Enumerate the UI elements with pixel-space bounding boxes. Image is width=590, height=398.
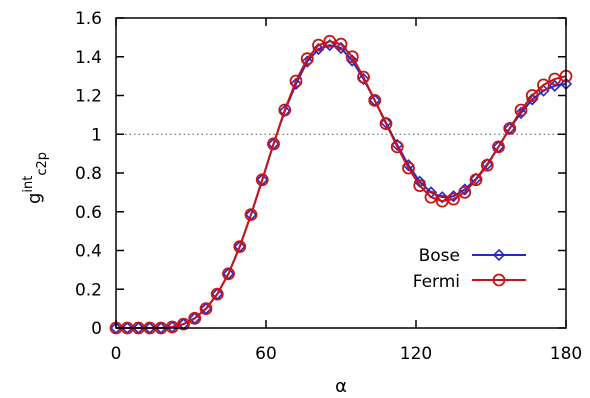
point-fermi (469, 173, 483, 187)
x-tick-label: 180 (550, 344, 582, 364)
point-fermi (233, 240, 247, 254)
y-axis-label: gintc2p (21, 152, 50, 204)
y-tick-label: 1.4 (75, 48, 102, 68)
point-fermi (199, 302, 213, 316)
y-tick-label: 1 (91, 125, 102, 145)
legend-marker-bose (492, 248, 506, 262)
point-fermi (413, 179, 427, 192)
point-fermi (188, 311, 202, 325)
point-fermi (480, 158, 494, 172)
point-bose (436, 191, 449, 204)
series-fermi (109, 34, 573, 335)
y-tick-label: 0.8 (75, 164, 102, 184)
x-tick-label: 0 (111, 344, 122, 364)
point-fermi (300, 52, 314, 66)
point-fermi (289, 74, 303, 88)
point-bose (481, 158, 494, 171)
point-fermi (548, 72, 562, 86)
point-fermi (368, 93, 382, 107)
y-tick-label: 0.2 (75, 280, 102, 300)
y-tick-label: 0.6 (75, 203, 102, 223)
y-axis-label-base: g (24, 193, 45, 204)
series-line-fermi (116, 40, 567, 329)
point-bose (357, 72, 370, 86)
axis-ticks (115, 17, 567, 329)
point-fermi (312, 38, 325, 52)
plot-frame (115, 17, 567, 329)
point-fermi (357, 70, 370, 84)
point-fermi (402, 161, 415, 175)
y-tick-label: 1.2 (75, 87, 102, 107)
point-bose (514, 106, 528, 120)
x-tick-label: 120 (400, 344, 432, 364)
point-fermi (458, 185, 472, 199)
point-fermi (514, 103, 528, 117)
legend-marker-fermi (492, 273, 506, 287)
point-bose (289, 77, 303, 91)
legend: Bose Fermi (413, 246, 526, 292)
point-fermi (537, 78, 550, 92)
legend-point-fermi (492, 273, 506, 287)
point-fermi (165, 320, 179, 334)
point-fermi (222, 267, 235, 281)
point-fermi (345, 50, 359, 64)
point-fermi (334, 37, 348, 51)
series-bose (109, 38, 573, 335)
point-bose (346, 54, 359, 67)
point-bose (379, 116, 393, 129)
y-axis-label-sup: int (21, 176, 36, 193)
legend-label-bose: Bose (419, 246, 460, 266)
legend-point-bose (492, 248, 506, 262)
y-tick-label: 0 (91, 319, 102, 339)
point-fermi (424, 190, 438, 204)
x-axis-label: α (335, 376, 347, 397)
point-fermi (177, 317, 190, 331)
x-tick-labels: 0 60 120 180 (111, 344, 583, 364)
y-tick-labels: 0 0.2 0.4 0.6 0.8 1 1.2 1.4 1.6 (75, 9, 102, 339)
point-fermi (503, 122, 517, 135)
point-bose (323, 38, 336, 52)
point-fermi (267, 137, 280, 151)
point-fermi (492, 140, 505, 154)
point-fermi (210, 287, 224, 301)
point-fermi (323, 34, 337, 48)
y-tick-label: 1.6 (75, 9, 102, 29)
point-bose (301, 55, 314, 68)
series-layer (109, 34, 573, 335)
y-axis-label-sub: c2p (35, 152, 50, 176)
point-fermi (379, 117, 393, 130)
point-fermi (390, 140, 404, 154)
point-bose (469, 172, 483, 185)
point-bose (526, 93, 539, 106)
x-tick-label: 60 (255, 344, 277, 364)
point-bose (334, 41, 348, 55)
point-fermi (255, 173, 269, 187)
point-bose (312, 42, 325, 56)
point-fermi (525, 89, 539, 102)
y-tick-label: 0.4 (75, 242, 102, 262)
point-fermi (244, 208, 258, 222)
point-fermi (447, 192, 460, 206)
point-fermi (278, 103, 292, 117)
legend-label-fermi: Fermi (413, 272, 460, 292)
